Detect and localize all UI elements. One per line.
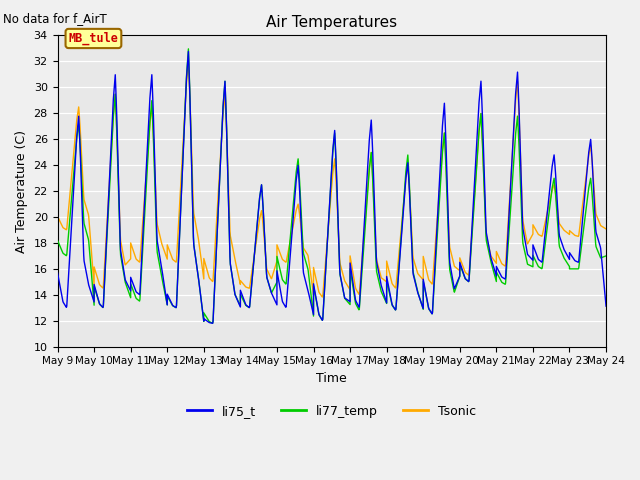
li77_temp: [163, 298, 170, 304]
li77_temp: [54, 238, 61, 243]
Tsonic: [54, 214, 61, 219]
li77_temp: [602, 253, 610, 259]
X-axis label: Time: Time: [316, 372, 347, 385]
Tsonic: [602, 226, 610, 232]
li77_temp: [418, 301, 426, 307]
li75_t: [54, 270, 61, 276]
li75_t: [237, 290, 245, 296]
li77_temp: [184, 46, 192, 52]
li77_temp: [538, 265, 545, 271]
Tsonic: [163, 254, 170, 260]
li75_t: [602, 303, 610, 309]
li77_temp: [176, 232, 184, 238]
Line: Tsonic: Tsonic: [58, 62, 606, 297]
li75_t: [184, 48, 192, 54]
Tsonic: [184, 59, 192, 65]
Tsonic: [237, 278, 245, 284]
li75_t: [538, 259, 545, 265]
Text: MB_tule: MB_tule: [68, 32, 118, 45]
li75_t: [418, 301, 426, 307]
li77_temp: [237, 294, 245, 300]
li75_t: [209, 321, 216, 326]
Text: No data for f_AirT: No data for f_AirT: [3, 12, 107, 25]
Tsonic: [490, 256, 497, 262]
Tsonic: [418, 275, 426, 281]
Tsonic: [176, 203, 184, 209]
li77_temp: [490, 267, 497, 273]
Title: Air Temperatures: Air Temperatures: [266, 15, 397, 30]
Tsonic: [538, 233, 545, 239]
Tsonic: [319, 294, 326, 300]
li75_t: [176, 233, 184, 239]
Line: li75_t: li75_t: [58, 51, 606, 324]
li75_t: [163, 297, 170, 302]
Line: li77_temp: li77_temp: [58, 49, 606, 323]
Y-axis label: Air Temperature (C): Air Temperature (C): [15, 130, 28, 252]
li77_temp: [209, 320, 216, 326]
Legend: li75_t, li77_temp, Tsonic: li75_t, li77_temp, Tsonic: [182, 400, 481, 423]
li75_t: [490, 263, 497, 269]
